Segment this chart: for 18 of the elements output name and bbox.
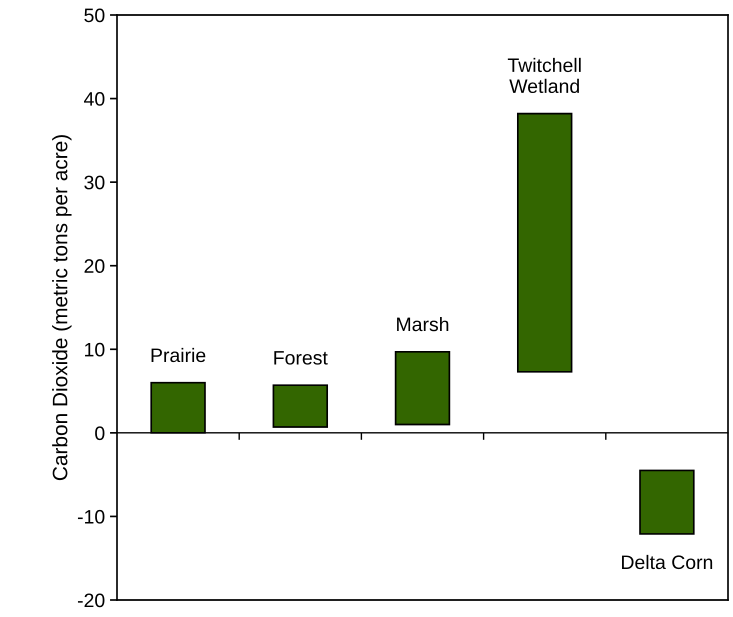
bar: [639, 470, 695, 535]
y-tick-label: -20: [78, 593, 104, 608]
y-tick-label: 40: [84, 92, 104, 106]
y-tick-label: 10: [85, 342, 104, 357]
y-tick-label: -10: [78, 510, 104, 524]
y-tick-label: 0: [95, 426, 104, 440]
bar: [516, 112, 572, 373]
x-tick-label: Prairie: [152, 348, 206, 362]
y-axis-title: Carbon Dioxide (metric tons per acre): [52, 135, 72, 480]
x-tick-label: Forest: [274, 351, 328, 365]
y-tick-label: 50: [84, 8, 104, 22]
y-tick-label: 20: [84, 259, 104, 273]
x-tick-label: Twitchell Wetland: [508, 58, 581, 94]
x-tick-label: Delta Corn: [622, 554, 712, 570]
x-tick-label: Marsh: [397, 316, 448, 332]
y-tick-label: 30: [84, 176, 104, 190]
bar: [272, 384, 328, 428]
bar: [394, 350, 450, 426]
